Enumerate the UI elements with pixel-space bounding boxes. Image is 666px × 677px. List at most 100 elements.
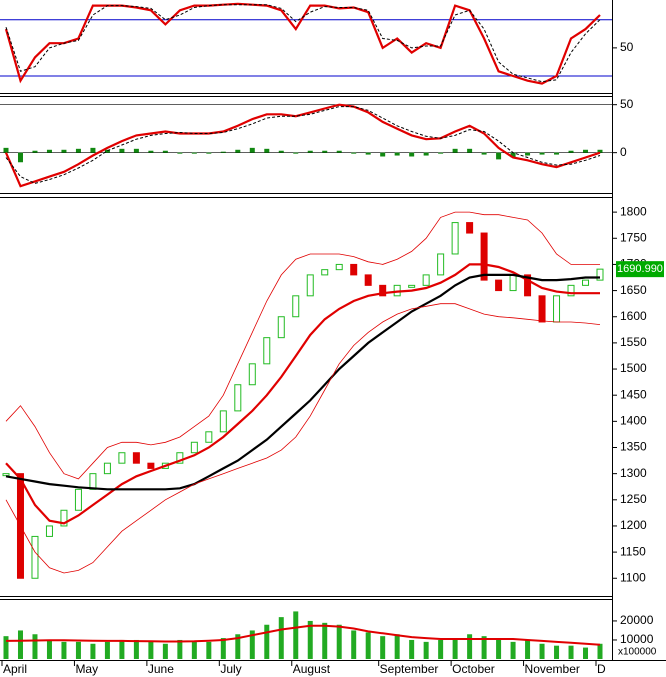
candle [306,274,314,297]
histogram-bar [380,152,386,157]
histogram-bar [409,152,415,157]
histogram-bar [90,147,96,153]
x-tick-label: April [3,662,27,676]
volume-bar [162,643,168,659]
volume-bar [220,638,226,659]
candle [350,263,358,276]
volume-bar [249,630,255,659]
histogram-bar [3,147,9,153]
candle [596,268,604,281]
x-tick-label: November [525,662,580,676]
y-tick-label: 1600 [620,309,647,323]
candle [31,535,39,579]
x-tick-label: September [380,662,439,676]
histogram-bar [467,148,473,153]
candle [538,295,546,323]
histogram-bar [46,149,52,153]
y-tick-label: 1300 [620,466,647,480]
series-line [5,211,600,480]
y-tick-label: 50 [620,97,634,111]
volume-bar [264,624,270,659]
y-tick-label: 1750 [620,230,647,244]
series-line [4,103,601,188]
volume-bar [104,641,110,659]
candle [379,284,387,297]
y-tick-label: 0 [620,145,627,159]
y-tick-label: 1650 [620,283,647,297]
volume-bar [380,636,386,659]
volume-bar [452,638,458,659]
histogram-bar [583,149,589,153]
candle [466,222,474,234]
volume-bar [133,639,139,659]
candle [567,284,575,297]
x-tick-label: October [452,662,495,676]
y-tick-label: 1450 [620,387,647,401]
candle [277,316,285,339]
histogram-bar [307,150,313,153]
candle [524,274,532,297]
volume-bar [206,641,212,659]
candle [74,488,82,511]
histogram-bar [177,152,183,154]
volume-bar [336,624,342,659]
series-line [5,106,601,184]
histogram-bar [162,150,168,153]
histogram-bar [61,149,67,153]
histogram-bar [351,152,357,154]
histogram-bar [148,150,154,153]
y-tick-label: 1250 [620,492,647,506]
volume-bar [583,647,589,659]
histogram-bar [264,148,270,153]
series-line [5,263,600,525]
volume-bar [568,645,574,659]
volume-bar [17,630,23,659]
volume-bar [148,641,154,659]
candle [408,284,416,288]
histogram-bar [438,152,444,154]
histogram-bar [191,152,197,154]
x-tick-label: D [597,662,606,676]
histogram-bar [365,152,371,155]
x-tick-label: June [148,662,174,676]
histogram-bar [119,148,125,153]
volume-bar [307,620,313,659]
frames [0,0,666,661]
candle [248,363,256,386]
volume-bar [409,639,415,659]
volume-bar [46,639,52,659]
volume-bar [525,639,531,659]
y-tick-label: 50 [620,40,634,54]
candle [176,452,184,464]
histogram-bar [293,152,299,154]
histogram-bar [206,152,212,154]
series-line [5,273,600,491]
histogram-bar [510,152,516,158]
histogram-bar [278,150,284,153]
price-tag-label: 1690.990 [617,263,663,275]
volume-bar [61,641,67,659]
histogram-bar [394,152,400,156]
candle [553,295,561,323]
y-tick-label: 1500 [620,361,647,375]
histogram-bar [220,151,226,153]
histogram-bar [32,150,38,153]
x-tick-label: May [75,662,98,676]
candle [234,384,242,412]
volume-bar [554,645,560,659]
series-line [5,624,601,646]
y-tick-label: 1100 [620,570,646,584]
candle [321,269,329,276]
volume-bar [597,643,603,659]
candle [422,274,430,286]
volume-bar [539,643,545,659]
volume-bar [467,634,473,659]
histogram-bar [235,149,241,153]
histogram-bar [539,152,545,155]
candle [582,279,590,286]
candle [45,525,53,537]
x-tick-label: August [293,662,331,676]
histogram-bar [423,152,429,156]
x-tick-label: July [220,662,241,676]
